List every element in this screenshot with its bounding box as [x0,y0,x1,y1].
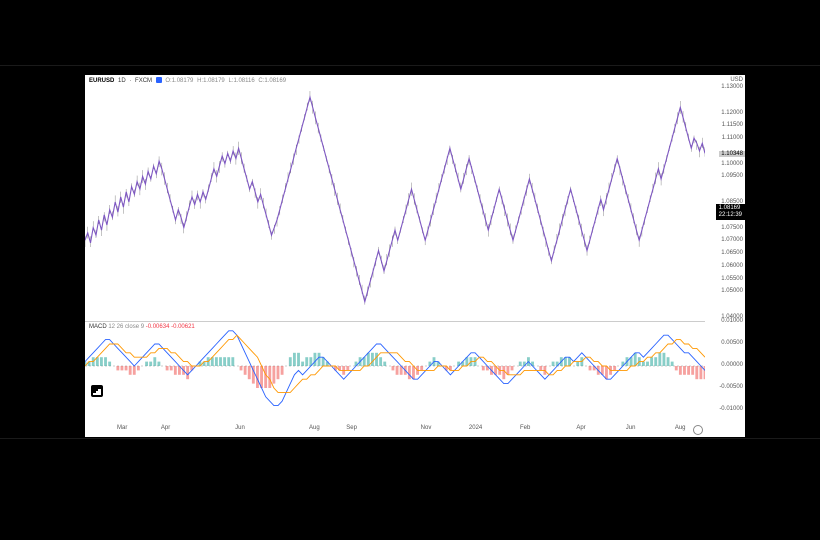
x-axis[interactable]: Mar Apr Jun Aug Sep Nov 2024 Feb Apr Jun Aug [85,423,705,437]
y-tick: 1.07000 [721,237,743,243]
y-axis[interactable]: USD 1.130001.120001.115001.110001.100001… [705,87,745,409]
x-tick: Apr [576,425,585,431]
y-tick: 1.07500 [721,225,743,231]
macd-chart-svg [85,322,705,410]
symbol[interactable]: EURUSD [89,78,114,84]
currency-label: USD [730,77,743,83]
y-tick: 1.11000 [722,135,743,141]
x-tick: Sep [346,425,357,431]
y-tick: 1.13000 [721,84,743,90]
ohlc-l: L:1.08116 [228,78,254,84]
x-tick: Jun [626,425,636,431]
ohlc-h: H:1.08179 [197,78,225,84]
y-tick: 1.05000 [721,288,743,294]
y-tick: 1.09500 [721,173,743,179]
ohlc-c: C:1.08169 [258,78,286,84]
macd-y-tick: 0.00500 [721,340,743,346]
y-tick: 1.05500 [721,276,743,282]
y-tick: 1.06000 [721,263,743,269]
ohlc-o: O:1.08179 [165,78,193,84]
macd-pane[interactable]: MACD 12 26 close 9 -0.00634 -0.00621 [85,321,705,410]
broker: FXCM [135,78,152,84]
macd-y-tick: 0.00000 [721,362,743,368]
x-tick: Jun [235,425,245,431]
x-tick: Apr [161,425,170,431]
current-price-badge: 1.0816922:12:39 [716,204,745,219]
price-pane[interactable] [85,87,705,317]
x-tick: Feb [520,425,530,431]
x-tick: 2024 [469,425,482,431]
x-tick: Mar [117,425,127,431]
y-tick: 1.06500 [721,250,743,256]
macd-y-tick: -0.00500 [719,384,743,390]
x-tick: Aug [675,425,686,431]
chart-frame: EURUSD 1D · FXCM O:1.08179 H:1.08179 L:1… [85,75,745,437]
price-chart-svg [85,87,705,317]
macd-y-tick: -0.01000 [719,406,743,412]
settings-icon[interactable] [693,425,703,435]
price-mark: 1.10348 [719,151,745,157]
tradingview-logo-icon[interactable] [91,385,103,397]
interval[interactable]: 1D [118,78,126,84]
series-color-swatch [156,77,162,83]
macd-y-tick: 0.01000 [721,318,743,324]
y-tick: 1.10000 [721,161,743,167]
x-tick: Nov [421,425,432,431]
y-tick: 1.12000 [721,110,743,116]
x-tick: Aug [309,425,320,431]
y-tick: 1.11500 [722,122,743,128]
